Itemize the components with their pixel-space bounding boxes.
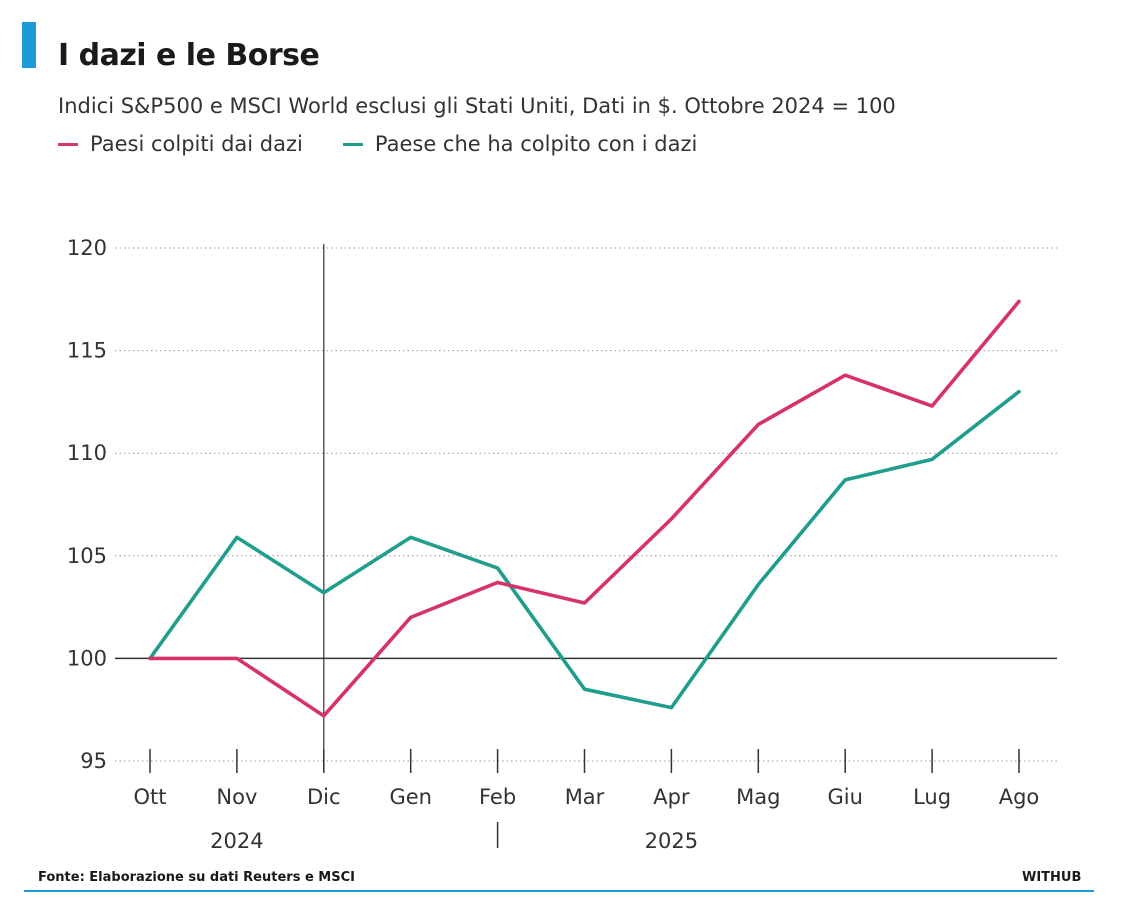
y-tick-label-95: 95 (80, 749, 107, 773)
brand-logo: WITHUB (1022, 870, 1082, 885)
x-tick-label-Dic: Dic (307, 785, 341, 809)
x-tick-label-Giu: Giu (827, 785, 862, 809)
year-label-2024: 2024 (210, 829, 263, 853)
x-tick-label-Mar: Mar (565, 785, 605, 809)
chart-subtitle: Indici S&P500 e MSCI World esclusi gli S… (58, 94, 896, 118)
legend-label-hitter: Paese che ha colpito con i dazi (374, 132, 698, 156)
x-tick-label-Ago: Ago (999, 785, 1040, 809)
y-tick-label-120: 120 (67, 236, 107, 260)
legend-item-hit: Paesi colpiti dai dazi (58, 132, 303, 156)
legend-swatch-hit (58, 142, 78, 146)
accent-bar (22, 22, 36, 68)
x-tick-label-Mag: Mag (736, 785, 780, 809)
x-tick-label-Apr: Apr (653, 785, 690, 809)
x-tick-label-Lug: Lug (913, 785, 951, 809)
legend-label-hit: Paesi colpiti dai dazi (90, 132, 303, 156)
year-label-2025: 2025 (645, 829, 698, 853)
legend-item-hitter: Paese che ha colpito con i dazi (342, 132, 698, 156)
series-line-0 (148, 299, 1021, 718)
x-tick-label-Gen: Gen (389, 785, 432, 809)
source-note: Fonte: Elaborazione su dati Reuters e MS… (38, 870, 355, 885)
x-tick-label-Ott: Ott (134, 785, 167, 809)
y-tick-label-100: 100 (67, 646, 107, 670)
series-line-1 (148, 389, 1021, 710)
legend: Paesi colpiti dai dazi Paese che ha colp… (58, 132, 737, 156)
x-tick-label-Feb: Feb (479, 785, 516, 809)
y-tick-label-115: 115 (67, 339, 107, 363)
y-tick-label-105: 105 (67, 544, 107, 568)
bottom-rule (24, 890, 1094, 892)
y-tick-label-110: 110 (67, 441, 107, 465)
chart-title: I dazi e le Borse (58, 38, 320, 73)
legend-swatch-hitter (342, 142, 363, 146)
x-tick-label-Nov: Nov (216, 785, 257, 809)
